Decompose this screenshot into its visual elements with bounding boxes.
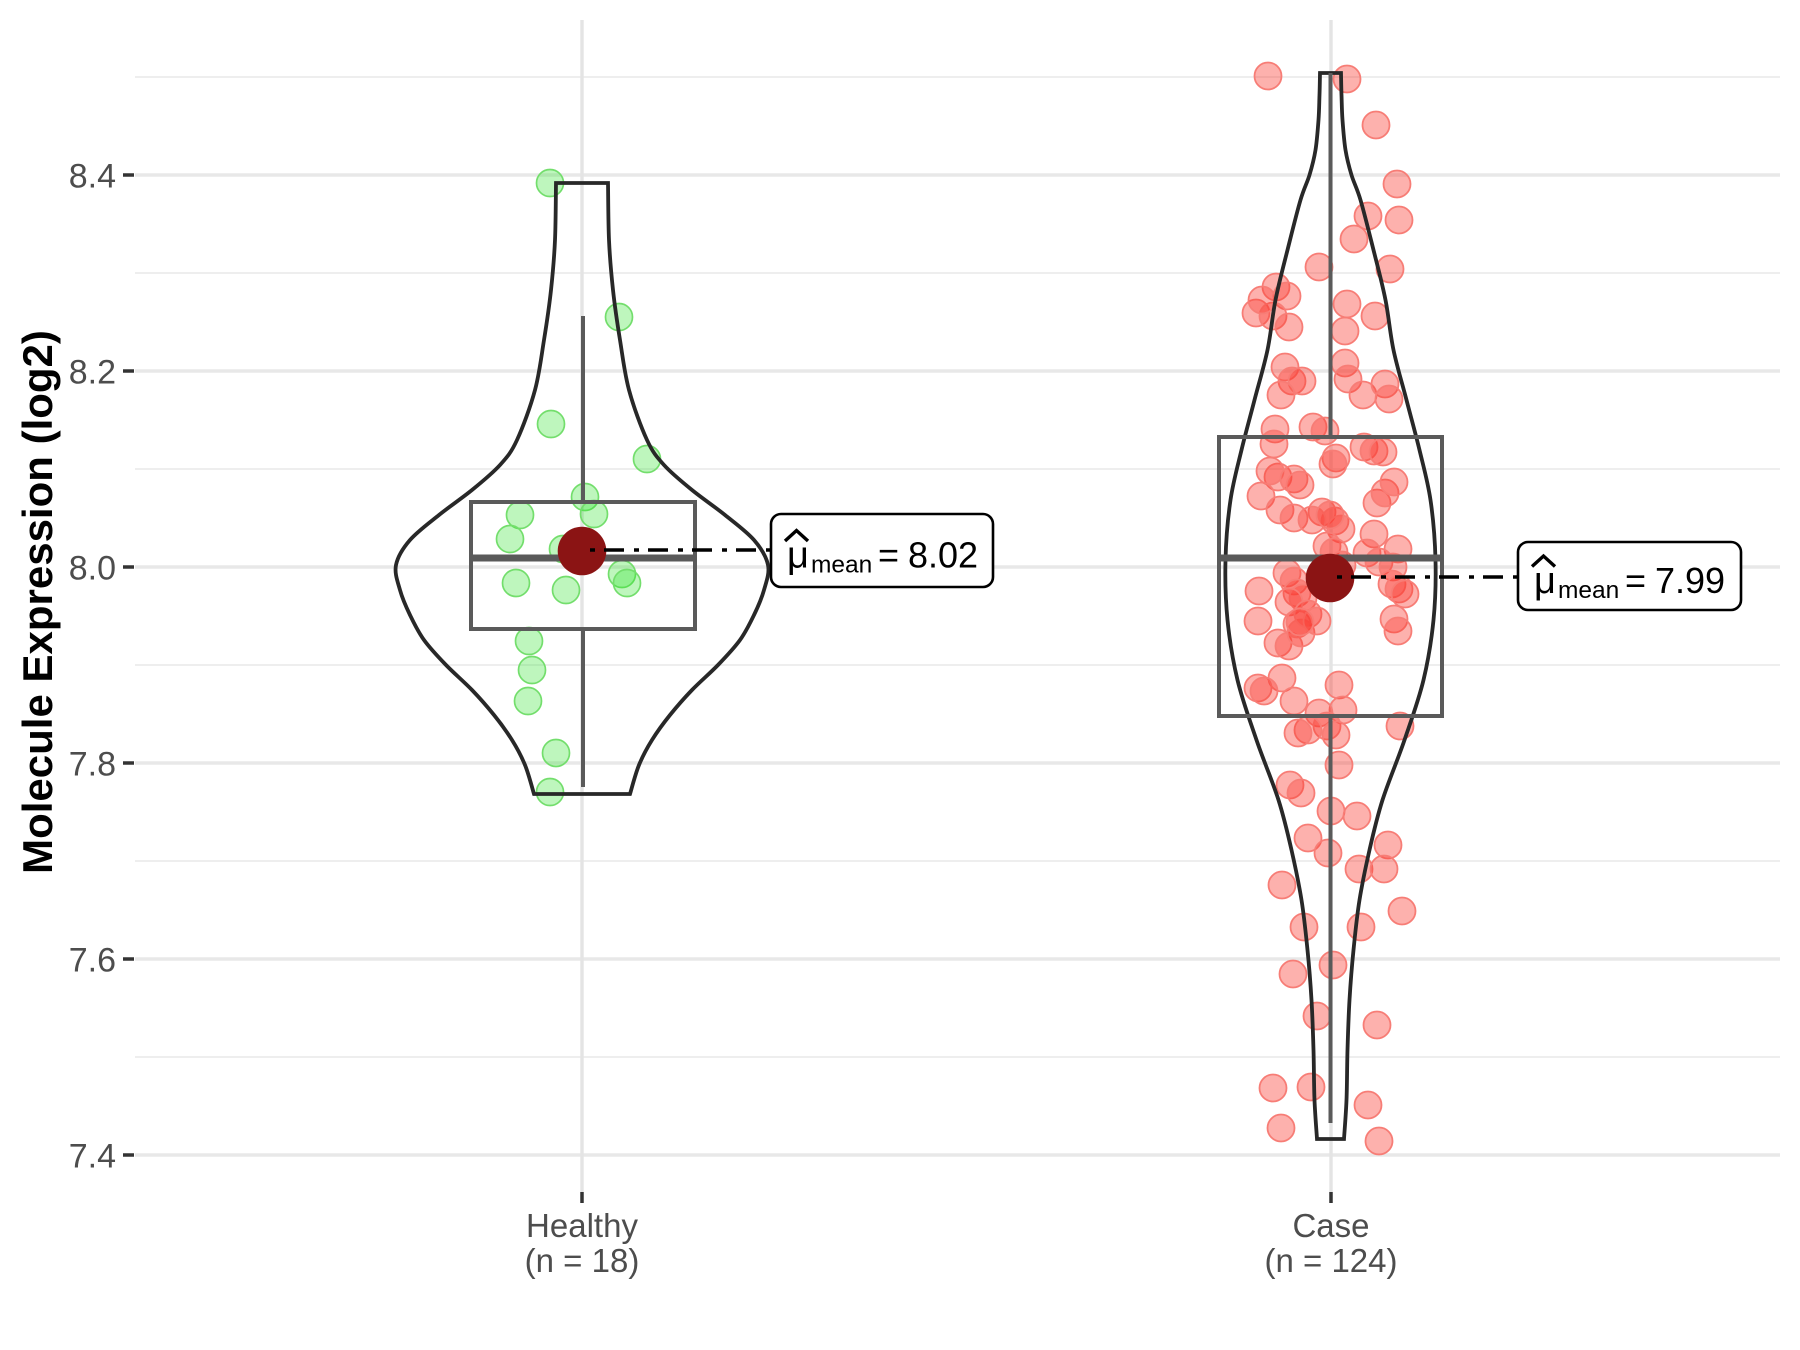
svg-text:mean: mean [811,552,872,579]
svg-text:7.8: 7.8 [69,746,116,784]
svg-text:mean: mean [1558,577,1619,604]
svg-text:8.02: 8.02 [908,535,978,576]
svg-text:7.99: 7.99 [1655,560,1725,601]
svg-text:Molecule Expression (log2): Molecule Expression (log2) [14,330,61,874]
svg-text:8.0: 8.0 [69,550,116,588]
svg-text:=: = [878,535,899,576]
svg-text:7.6: 7.6 [69,942,116,980]
svg-text:(n = 18): (n = 18) [525,1242,640,1279]
svg-text:Case: Case [1292,1207,1369,1244]
svg-text:7.4: 7.4 [69,1138,116,1176]
svg-text:μ: μ [787,535,809,577]
svg-text:8.4: 8.4 [69,158,116,196]
svg-text:(n = 124): (n = 124) [1265,1242,1398,1279]
svg-text:=: = [1625,560,1646,601]
svg-text:Healthy: Healthy [526,1207,638,1244]
svg-text:8.2: 8.2 [69,354,116,392]
svg-text:μ: μ [1534,560,1556,602]
